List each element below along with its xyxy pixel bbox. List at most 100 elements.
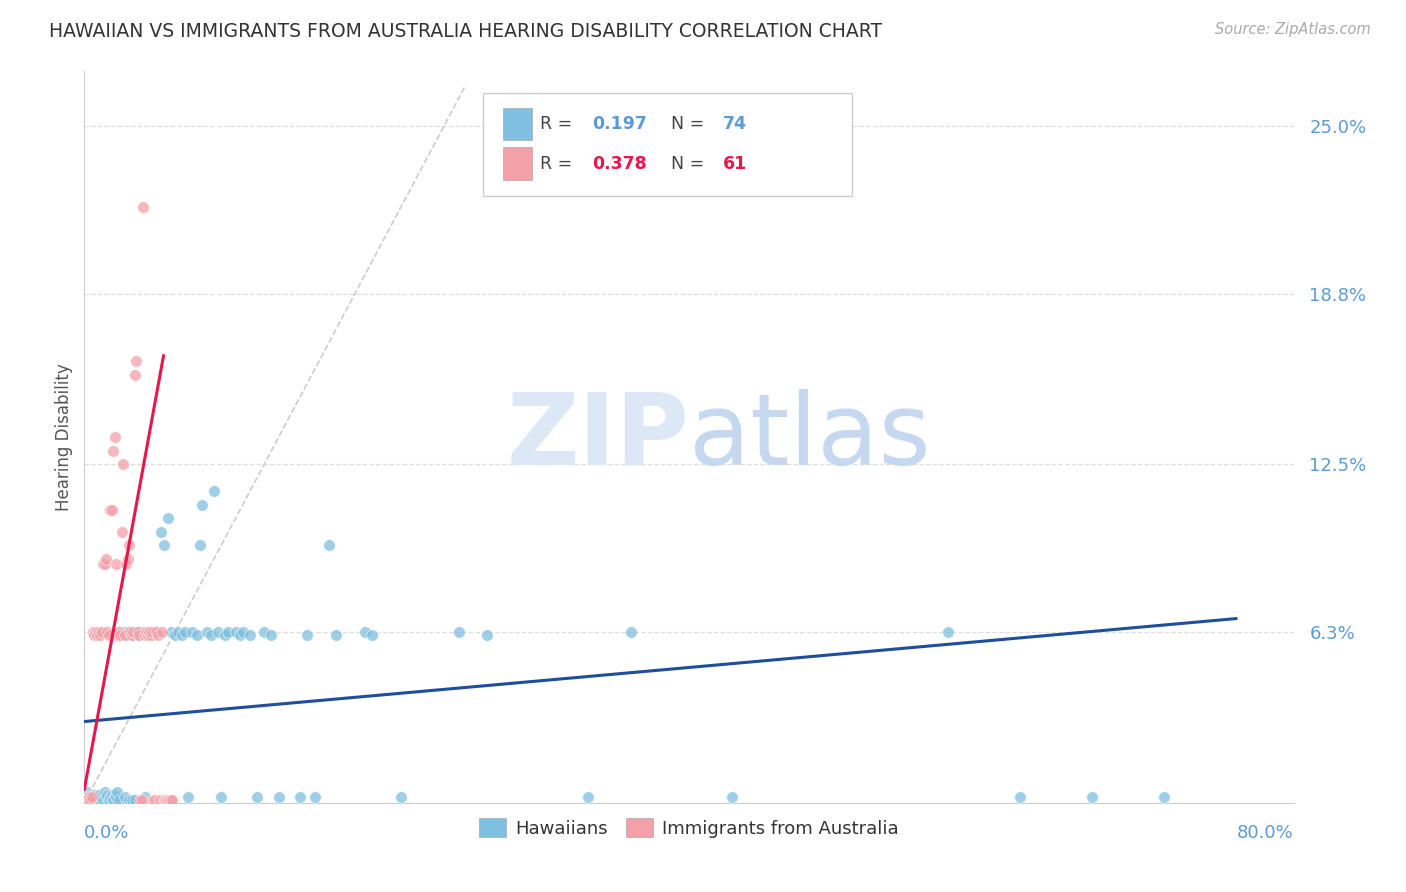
Point [90, 625, 112, 640]
Point [104, 788, 127, 802]
Y-axis label: Hearing Disability: Hearing Disability [55, 363, 73, 511]
Point [122, 628, 145, 642]
Point [389, 790, 412, 805]
Point [83, 628, 105, 642]
Point [354, 625, 377, 640]
Point [136, 628, 159, 642]
Point [124, 368, 146, 382]
Text: HAWAIIAN VS IMMIGRANTS FROM AUSTRALIA HEARING DISABILITY CORRELATION CHART: HAWAIIAN VS IMMIGRANTS FROM AUSTRALIA HE… [49, 22, 883, 41]
Point [127, 625, 149, 640]
Point [177, 790, 200, 805]
Point [82, 790, 104, 805]
Point [141, 625, 163, 640]
Point [159, 625, 181, 640]
Point [141, 628, 163, 642]
Point [84, 625, 107, 640]
Point [195, 625, 218, 640]
Point [229, 628, 252, 642]
Point [125, 354, 148, 368]
Point [121, 628, 143, 642]
Point [246, 790, 269, 805]
Point [191, 498, 214, 512]
Point [172, 628, 194, 642]
Point [138, 625, 160, 640]
Point [149, 793, 172, 807]
Point [318, 538, 340, 552]
Point [131, 625, 153, 640]
Point [181, 625, 204, 640]
Point [129, 793, 152, 807]
Point [1081, 790, 1104, 805]
Point [90, 790, 112, 805]
Point [84, 793, 107, 807]
Point [105, 790, 128, 805]
Point [94, 790, 117, 805]
Point [121, 793, 143, 807]
Point [76, 785, 98, 799]
Point [156, 793, 179, 807]
Point [361, 628, 384, 642]
Point [149, 524, 172, 539]
FancyBboxPatch shape [503, 108, 531, 140]
Text: atlas: atlas [689, 389, 931, 485]
Point [167, 625, 190, 640]
Legend: Hawaiians, Immigrants from Australia: Hawaiians, Immigrants from Australia [472, 811, 905, 845]
Point [97, 793, 120, 807]
Point [253, 625, 276, 640]
Point [89, 793, 111, 807]
Point [98, 790, 121, 805]
Point [131, 793, 153, 807]
Point [267, 790, 290, 805]
Point [145, 625, 167, 640]
Point [114, 790, 136, 805]
Point [127, 628, 149, 642]
Point [232, 625, 254, 640]
Point [77, 790, 100, 805]
Text: 0.197: 0.197 [592, 115, 647, 133]
Point [87, 625, 110, 640]
Point [86, 790, 108, 805]
Point [260, 628, 283, 642]
Point [125, 625, 148, 640]
Point [108, 625, 131, 640]
Point [91, 558, 114, 572]
Point [188, 538, 211, 552]
Point [239, 628, 262, 642]
Point [107, 628, 129, 642]
Text: R =: R = [540, 154, 578, 172]
Point [297, 628, 319, 642]
Text: 80.0%: 80.0% [1237, 824, 1294, 842]
Point [108, 793, 131, 807]
Point [134, 790, 156, 805]
Point [76, 793, 98, 807]
Point [936, 625, 959, 640]
FancyBboxPatch shape [484, 94, 852, 195]
Point [100, 788, 122, 802]
Point [96, 625, 118, 640]
Point [214, 628, 236, 642]
Point [209, 790, 232, 805]
Point [155, 793, 177, 807]
Point [107, 785, 129, 799]
Point [118, 538, 141, 552]
Point [87, 788, 110, 802]
Point [77, 790, 100, 805]
Point [217, 625, 239, 640]
Text: ZIP: ZIP [506, 389, 689, 485]
Point [153, 793, 176, 807]
Point [138, 625, 160, 640]
Point [132, 200, 155, 214]
Point [110, 628, 132, 642]
Text: R =: R = [540, 115, 578, 133]
Point [120, 625, 142, 640]
Point [118, 793, 141, 807]
Point [122, 625, 145, 640]
Point [79, 793, 101, 807]
Point [111, 628, 134, 642]
Point [79, 788, 101, 802]
Point [174, 625, 197, 640]
Point [620, 625, 643, 640]
Point [98, 503, 121, 517]
Point [94, 552, 117, 566]
Point [112, 457, 135, 471]
